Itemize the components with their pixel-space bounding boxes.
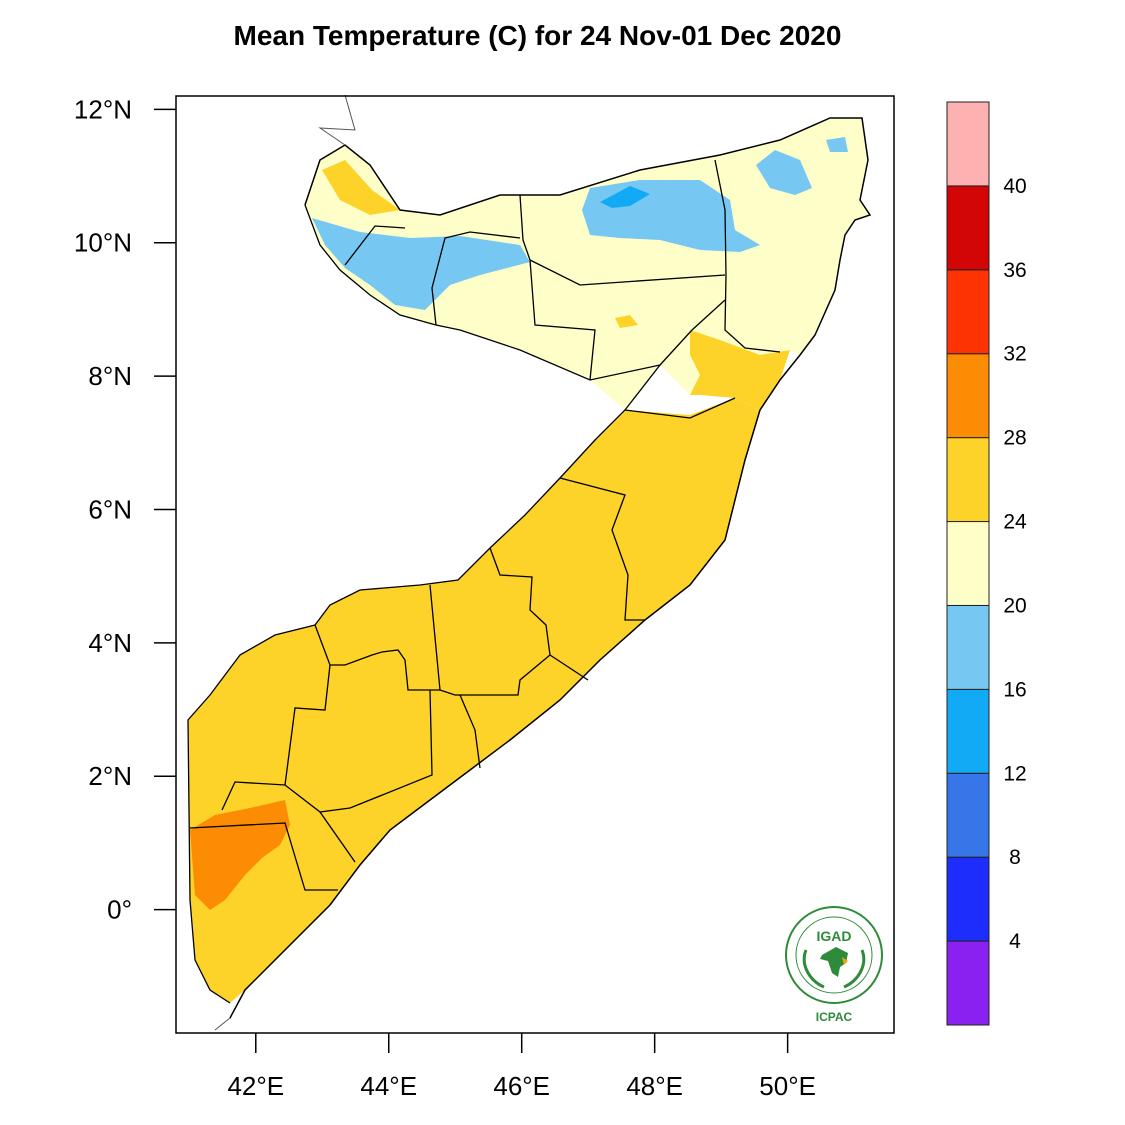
y-tick-label: 0°: [107, 895, 132, 925]
colorbar-label: 16: [1003, 678, 1026, 701]
admin-boundary: [314, 624, 430, 691]
x-tick-label: 42°E: [227, 1071, 284, 1101]
colorbar-label: 24: [1003, 511, 1027, 534]
neighbor-border: [214, 1017, 231, 1031]
admin-boundary: [559, 477, 645, 621]
north-region-24-28-east: [690, 330, 790, 410]
admin-boundary: [284, 784, 356, 863]
colorbar-bin: [946, 940, 990, 1026]
south-region-24-28: [188, 398, 760, 1003]
x-tick-label: 48°E: [626, 1071, 683, 1101]
colorbar-bin: [946, 772, 990, 858]
colorbar-label: 32: [1003, 343, 1026, 366]
logo-caption: ICPAC: [816, 1010, 853, 1024]
north-region-16-20-tip: [826, 137, 848, 152]
admin-boundary: [659, 299, 726, 366]
colorbar-bin: [946, 185, 990, 271]
y-tick-label: 10°N: [74, 228, 132, 258]
colorbar-label: 40: [1003, 175, 1026, 198]
neighbor-border: [318, 94, 356, 146]
admin-boundary: [344, 225, 406, 266]
boundary-layer: [187, 94, 872, 1031]
colorbar-label: 12: [1003, 762, 1026, 785]
map-title: Mean Temperature (C) for 24 Nov-01 Dec 2…: [233, 20, 842, 51]
region-layer: [188, 118, 870, 1003]
north-region-24-28-spot: [615, 315, 638, 328]
y-tick-label: 4°N: [88, 628, 132, 658]
x-tick-label: 44°E: [360, 1071, 417, 1101]
north-region-16-20-east: [756, 150, 812, 195]
logo-name: IGAD: [817, 928, 852, 944]
colorbar-label: 8: [1009, 846, 1021, 869]
colorbar-bin: [946, 856, 990, 942]
admin-boundary: [624, 397, 736, 419]
colorbar: 4 8 12 16 20 24 28 32 36 40: [946, 101, 1027, 1026]
coastline: [229, 117, 872, 1019]
y-tick-label: 6°N: [88, 494, 132, 524]
colorbar-bin: [946, 353, 990, 439]
country-border: [187, 204, 662, 1004]
admin-boundary: [319, 689, 440, 813]
admin-boundary: [519, 194, 596, 381]
colorbar-label: 28: [1003, 427, 1026, 450]
colorbar-bin: [946, 521, 990, 606]
y-tick-label: 2°N: [88, 761, 132, 791]
admin-boundary: [431, 231, 521, 326]
y-tick-label: 12°N: [74, 94, 132, 124]
colorbar-bin: [946, 101, 990, 187]
colorbar-bin: [946, 688, 990, 774]
admin-boundary: [221, 664, 331, 811]
colorbar-label: 20: [1003, 594, 1026, 617]
admin-boundary: [529, 259, 726, 286]
x-tick-label: 46°E: [493, 1071, 550, 1101]
south-region-28-32: [190, 800, 290, 910]
colorbar-label: 4: [1009, 930, 1021, 953]
admin-boundary: [459, 694, 481, 769]
axis-layer: 42°E 44°E 46°E 48°E 50°E 12°N 10°N 8°N 6°N 4°N 2°N…: [74, 94, 816, 1101]
colorbar-bin: [946, 437, 990, 523]
colorbar-bin: [946, 604, 990, 690]
north-region-20-24: [305, 118, 870, 410]
admin-boundary: [549, 654, 589, 681]
north-region-24-28: [322, 160, 400, 215]
colorbar-bin: [946, 269, 990, 355]
y-tick-label: 8°N: [88, 361, 132, 391]
colorbar-label: 36: [1003, 259, 1026, 282]
map-frame: [175, 95, 895, 1034]
x-tick-label: 50°E: [759, 1071, 816, 1101]
admin-boundary: [189, 822, 338, 891]
north-region-16-20-west: [312, 218, 530, 310]
admin-boundary: [714, 159, 781, 353]
igad-icpac-logo: IGAD ICPAC: [785, 906, 883, 1024]
north-region-12-16: [600, 186, 650, 208]
